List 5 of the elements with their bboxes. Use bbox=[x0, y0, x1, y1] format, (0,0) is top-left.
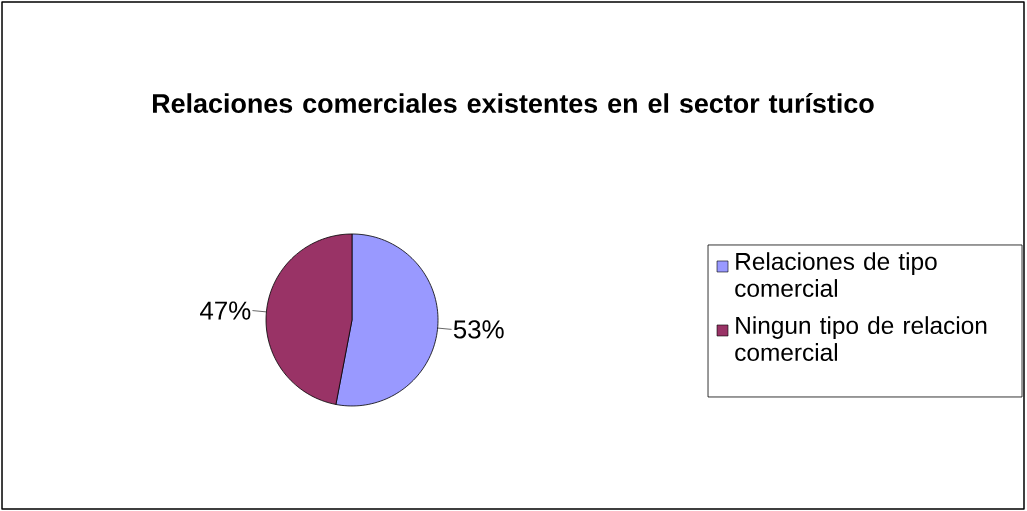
legend-label: Relaciones de tipo comercial bbox=[735, 252, 937, 297]
data-label: 47% bbox=[200, 301, 251, 320]
data-label: 53% bbox=[453, 320, 504, 339]
chart-title: Relaciones comerciales existentes en el sector turístico bbox=[153, 92, 874, 113]
legend-label: Ningun tipo de relacion comercial bbox=[735, 316, 987, 361]
